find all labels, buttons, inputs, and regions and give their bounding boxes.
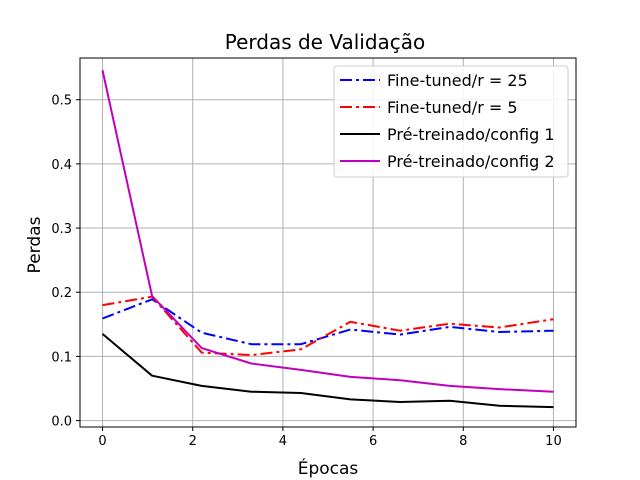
legend-box <box>333 65 569 178</box>
legend-label: Fine-tuned/r = 5 <box>387 98 518 117</box>
series-line-2 <box>102 295 554 357</box>
x-axis: 0 2 4 6 8 10 <box>98 427 562 449</box>
x-axis-title: Épocas <box>298 457 359 479</box>
y-axis: 0.0 0.1 0.2 0.3 0.4 0.5 <box>51 94 80 430</box>
legend-label: Fine-tuned/r = 25 <box>387 71 528 90</box>
chart-title: Perdas de Validação <box>225 30 426 54</box>
x-tick-label: 6 <box>369 434 377 449</box>
legend-label: Pré-treinado/config 1 <box>387 125 555 144</box>
series-layer <box>101 69 554 409</box>
y-tick-label: 0.0 <box>51 415 72 430</box>
y-tick-label: 0.1 <box>51 350 72 365</box>
legend: Fine-tuned/r = 25 Fine-tuned/r = 5 Pré-tre… <box>333 65 569 178</box>
legend-label: Pré-treinado/config 2 <box>387 152 555 171</box>
x-tick-label: 0 <box>98 434 106 449</box>
series-line-3 <box>101 333 554 409</box>
y-tick-label: 0.4 <box>51 158 72 173</box>
x-tick-label: 4 <box>279 434 287 449</box>
y-tick-label: 0.2 <box>51 286 72 301</box>
x-tick-label: 2 <box>189 434 197 449</box>
series-line-1 <box>102 298 554 346</box>
series-line-4 <box>101 69 554 393</box>
y-axis-title: Perdas <box>25 216 45 273</box>
x-tick-label: 10 <box>545 434 562 449</box>
y-tick-label: 0.3 <box>51 222 72 237</box>
y-tick-label: 0.5 <box>51 94 72 109</box>
plot-frame <box>79 57 577 428</box>
x-tick-label: 8 <box>459 434 467 449</box>
